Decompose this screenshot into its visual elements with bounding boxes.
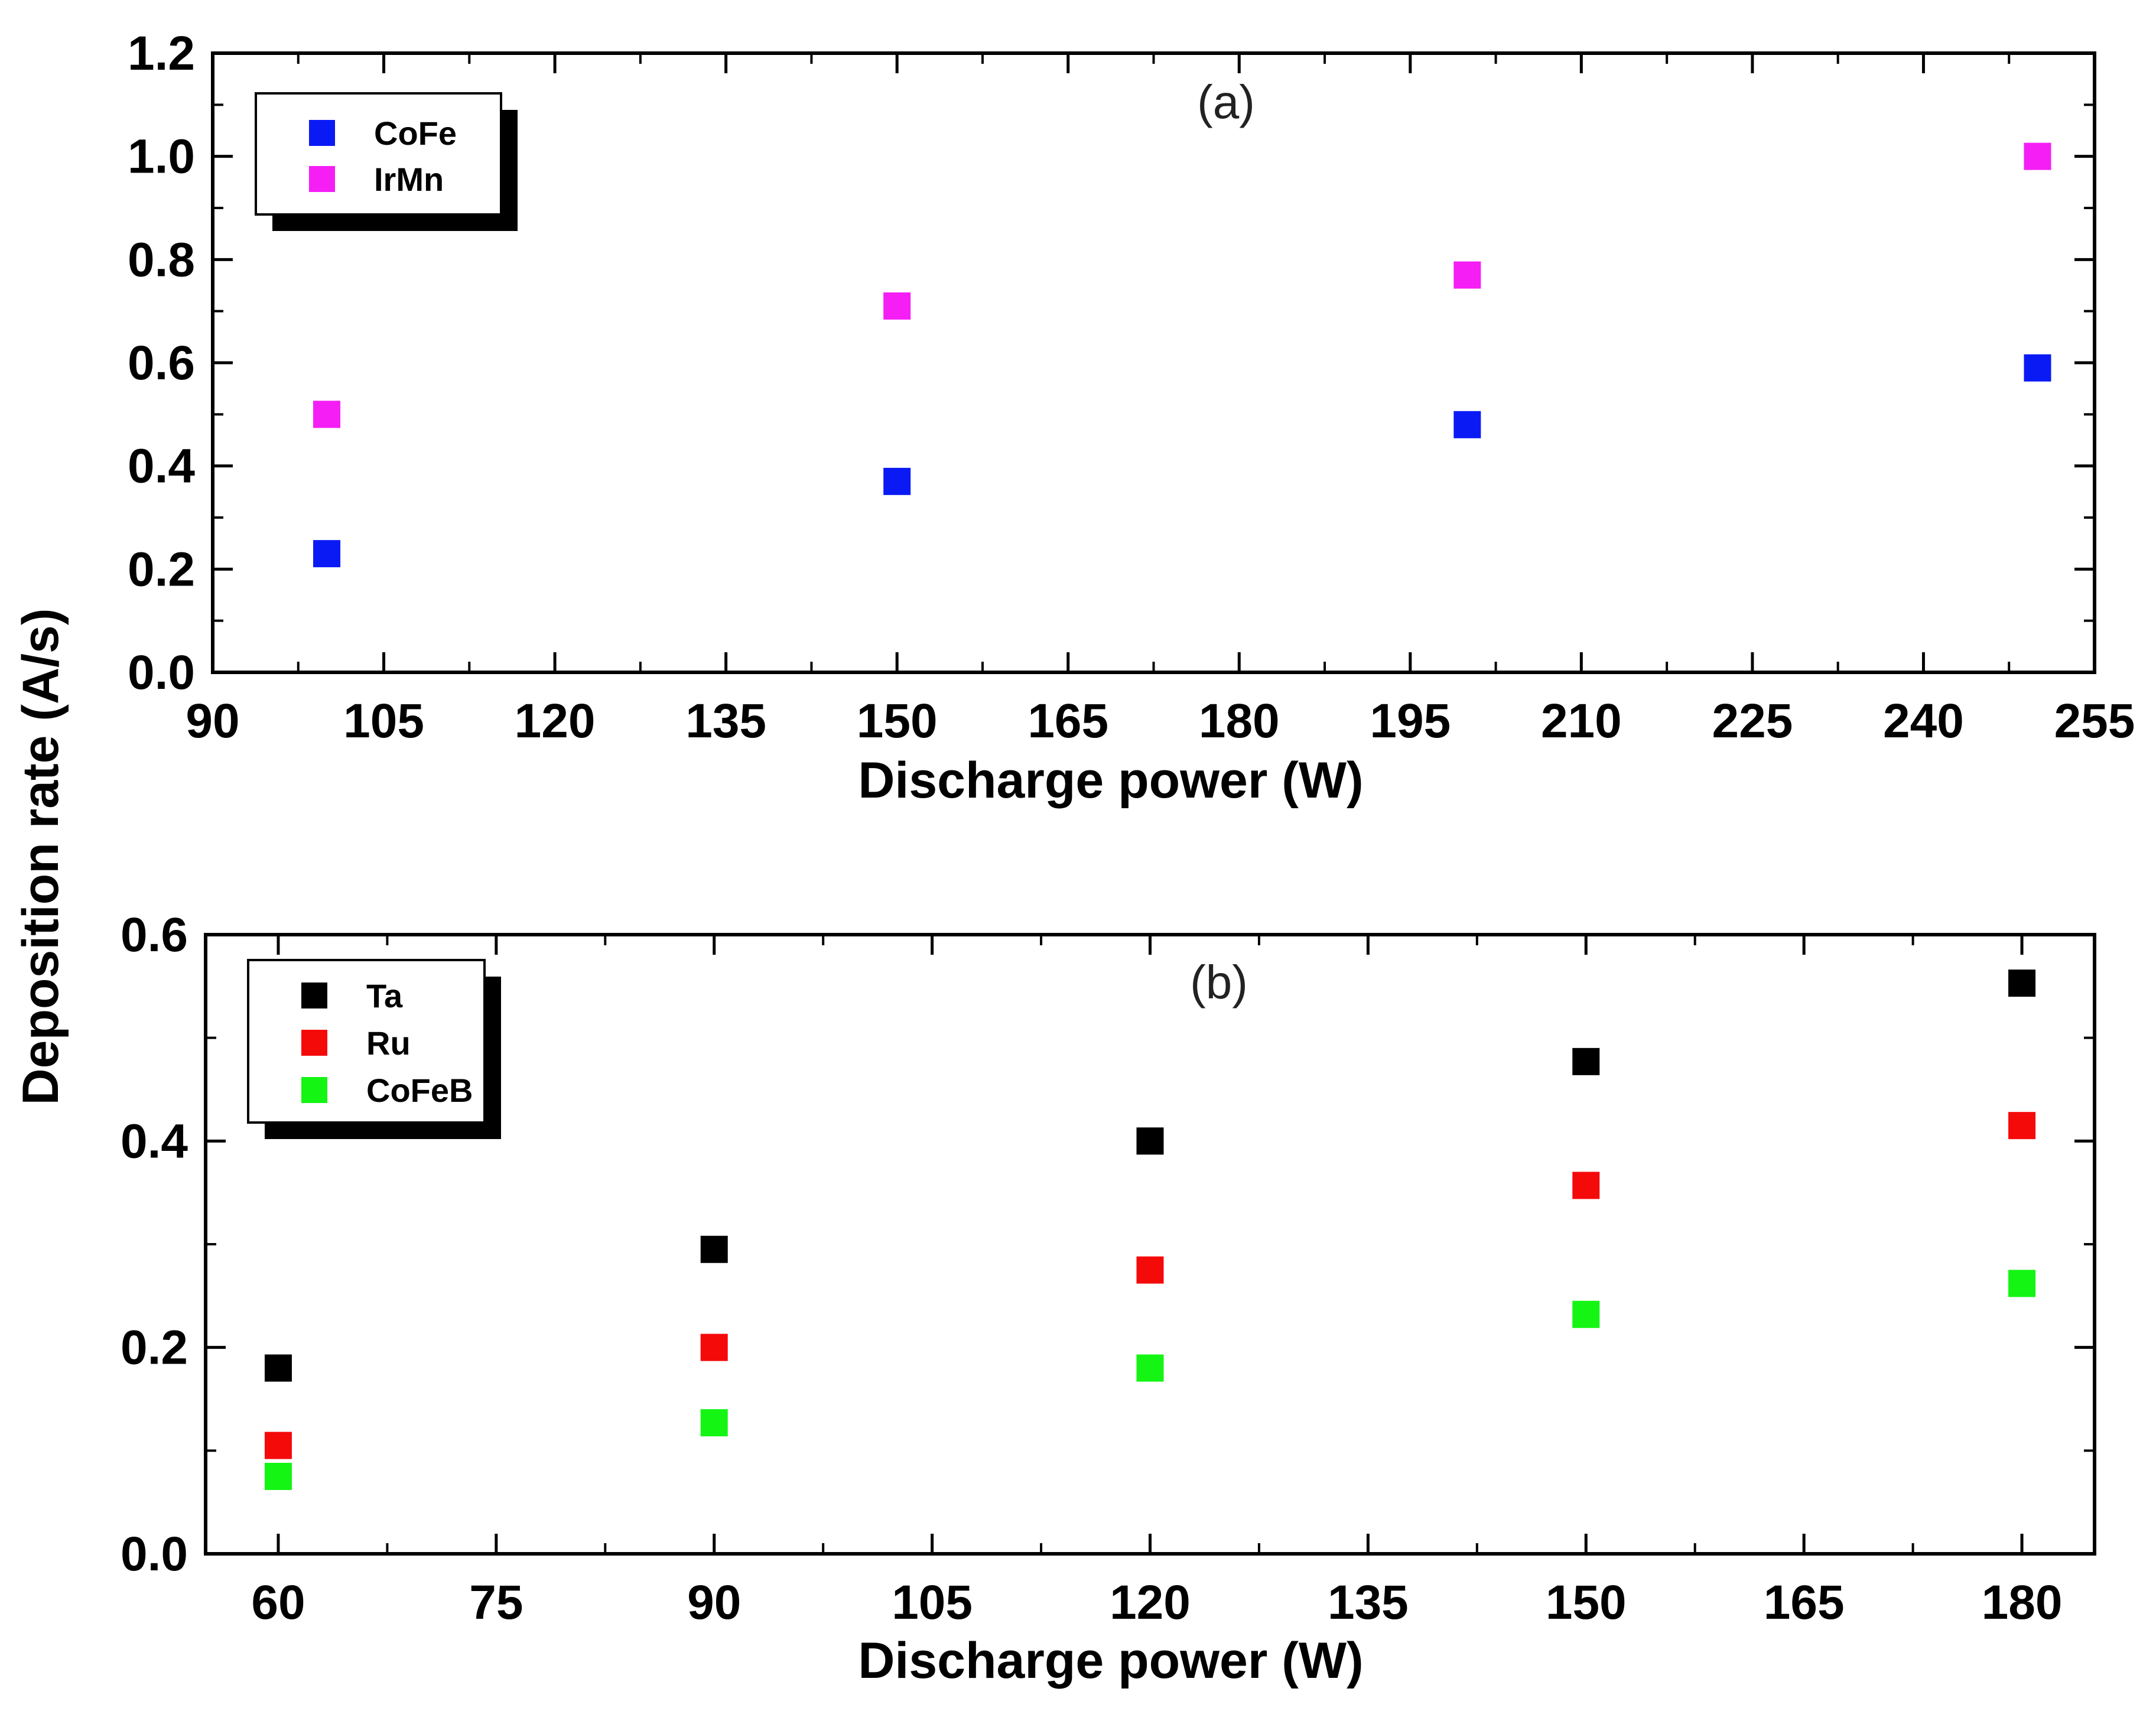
data-point-cofeb bbox=[700, 1409, 728, 1437]
data-point-ta bbox=[1136, 1127, 1164, 1155]
legend-marker-cofeb bbox=[301, 1077, 327, 1103]
x-tick-label: 240 bbox=[1883, 694, 1964, 748]
y-tick-label: 0.4 bbox=[128, 440, 195, 493]
y-tick-label: 0.0 bbox=[128, 646, 195, 700]
legend-label-irmn: IrMn bbox=[374, 161, 444, 198]
chart-panel-a: 90 105 120 135 150 165 180 195 210 225 240 255 0.0 0.… bbox=[128, 27, 2135, 809]
data-point-ru bbox=[1136, 1256, 1164, 1284]
legend-marker-ta bbox=[301, 983, 327, 1008]
data-point-cofeb bbox=[264, 1463, 292, 1490]
legend: Ta Ru CoFeB bbox=[247, 959, 501, 1139]
y-tick-label: 0.0 bbox=[121, 1527, 188, 1581]
chart-panel-b: 60 75 90 105 120 135 150 165 180 0.0 0.2 0.4 0.6 Disc… bbox=[121, 908, 2096, 1689]
data-point-irmn bbox=[313, 401, 341, 428]
x-tick-label: 135 bbox=[1328, 1576, 1409, 1629]
data-point-ru bbox=[700, 1333, 728, 1361]
legend-label-ru: Ru bbox=[366, 1024, 411, 1062]
legend-box bbox=[247, 959, 486, 1124]
x-tick-label: 150 bbox=[1546, 1576, 1627, 1629]
y-tick-label: 0.6 bbox=[121, 908, 188, 962]
y-tick-label: 1.0 bbox=[128, 130, 195, 184]
x-tick-label: 90 bbox=[186, 694, 239, 748]
x-tick-label: 105 bbox=[892, 1576, 973, 1629]
y-tick-label: 1.2 bbox=[128, 27, 195, 80]
data-point-ta bbox=[264, 1354, 292, 1382]
x-tick-label: 120 bbox=[1110, 1576, 1191, 1629]
data-point-cofe bbox=[1453, 411, 1481, 438]
x-tick-label: 60 bbox=[251, 1576, 305, 1629]
legend-label-cofe: CoFe bbox=[374, 115, 457, 152]
x-tick-label: 75 bbox=[469, 1576, 523, 1629]
x-tick-label: 105 bbox=[343, 694, 424, 748]
legend-label-cofeb: CoFeB bbox=[366, 1072, 473, 1109]
x-tick-label: 255 bbox=[2054, 694, 2135, 748]
data-point-ru bbox=[264, 1432, 292, 1459]
data-point-ta bbox=[1572, 1047, 1600, 1075]
legend-box bbox=[255, 92, 502, 216]
data-point-cofe bbox=[883, 467, 911, 495]
x-axis-title: Discharge power (W) bbox=[858, 752, 1363, 809]
data-point-ta bbox=[2008, 970, 2036, 997]
panel-label: (b) bbox=[1190, 956, 1248, 1008]
x-axis-title: Discharge power (W) bbox=[858, 1632, 1363, 1689]
x-tick-label: 210 bbox=[1541, 694, 1622, 748]
x-tick-label: 150 bbox=[857, 694, 938, 748]
data-point-cofe bbox=[2024, 354, 2051, 382]
x-tick-label: 180 bbox=[1199, 694, 1280, 748]
legend-label-ta: Ta bbox=[366, 977, 403, 1014]
data-point-cofeb bbox=[2008, 1270, 2036, 1297]
legend-marker-cofe bbox=[309, 120, 335, 146]
x-tick-label: 225 bbox=[1712, 694, 1793, 748]
x-tick-label: 120 bbox=[515, 694, 596, 748]
data-point-irmn bbox=[1453, 261, 1481, 289]
x-tick-label: 165 bbox=[1027, 694, 1108, 748]
y-tick-label: 0.2 bbox=[128, 542, 195, 596]
data-point-cofeb bbox=[1136, 1354, 1164, 1382]
panel-label: (a) bbox=[1197, 76, 1255, 128]
data-point-cofeb bbox=[1572, 1300, 1600, 1328]
data-point-ru bbox=[2008, 1112, 2036, 1140]
y-tick-label: 0.8 bbox=[128, 233, 195, 287]
x-tick-label: 90 bbox=[687, 1576, 741, 1629]
y-tick-label: 0.6 bbox=[128, 336, 195, 390]
data-point-irmn bbox=[883, 292, 911, 320]
data-point-ru bbox=[1572, 1172, 1600, 1199]
data-point-ta bbox=[700, 1235, 728, 1263]
data-point-cofe bbox=[313, 540, 341, 568]
x-tick-label: 195 bbox=[1370, 694, 1451, 748]
data-point-irmn bbox=[2024, 142, 2051, 170]
y-axis-title: Deposition rate (A/s) bbox=[12, 609, 69, 1105]
y-tick-label: 0.4 bbox=[121, 1114, 188, 1168]
legend: CoFe IrMn bbox=[255, 92, 518, 231]
y-tick-label: 0.2 bbox=[121, 1321, 188, 1375]
legend-marker-ru bbox=[301, 1030, 327, 1056]
legend-marker-irmn bbox=[309, 166, 335, 192]
x-tick-label: 180 bbox=[1982, 1576, 2063, 1629]
x-tick-label: 135 bbox=[685, 694, 766, 748]
x-tick-label: 165 bbox=[1764, 1576, 1845, 1629]
